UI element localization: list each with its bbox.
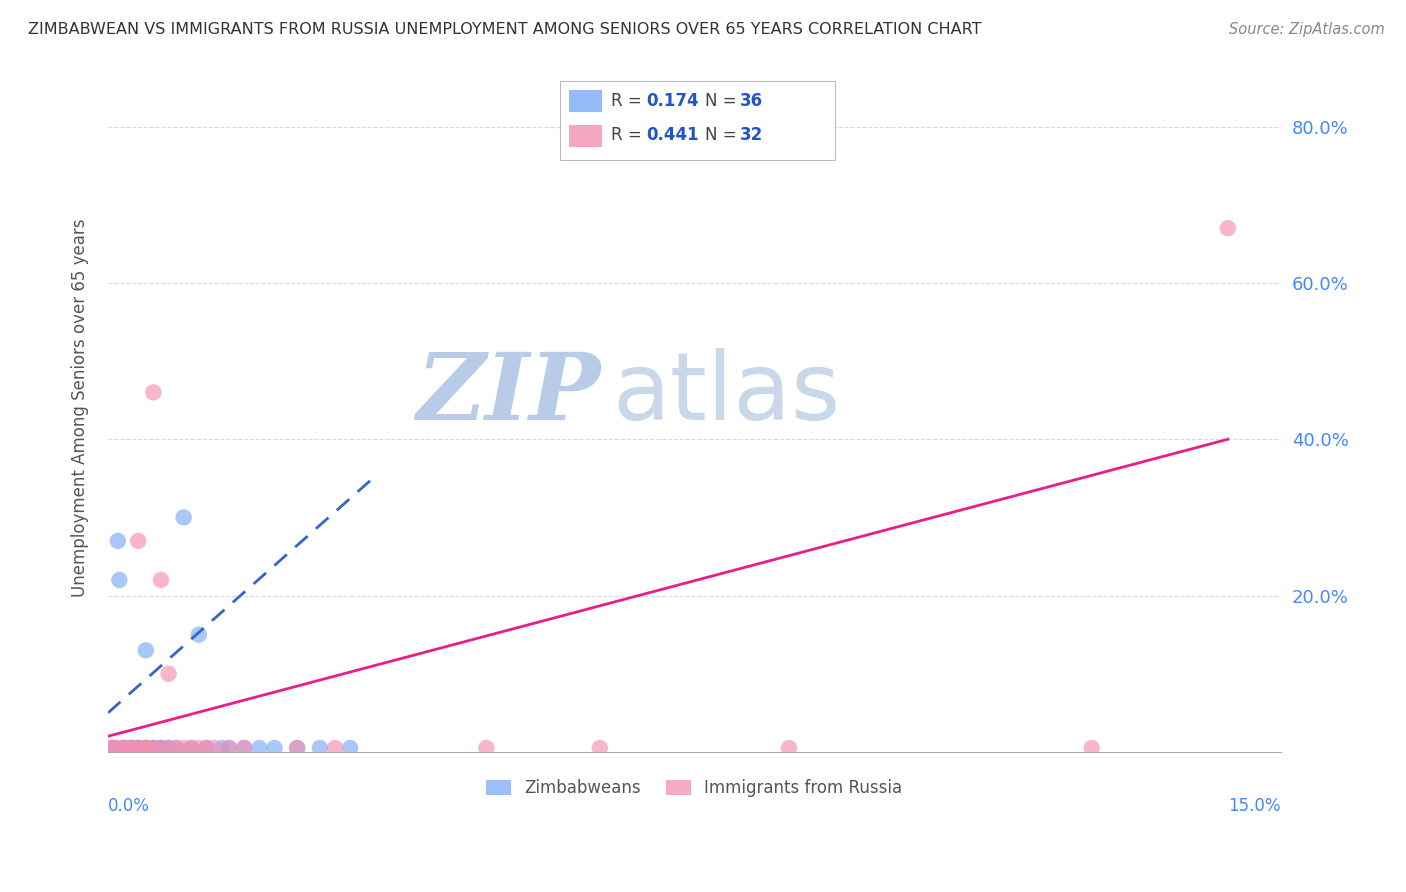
Text: 0.174: 0.174 bbox=[647, 92, 699, 110]
Point bbox=[157, 741, 180, 756]
Point bbox=[112, 741, 135, 756]
Text: atlas: atlas bbox=[612, 348, 841, 441]
Point bbox=[112, 741, 135, 756]
Text: R =: R = bbox=[612, 92, 647, 110]
Point bbox=[108, 573, 131, 587]
Text: 32: 32 bbox=[740, 126, 763, 144]
Text: 0.441: 0.441 bbox=[647, 126, 699, 144]
Point bbox=[157, 666, 180, 681]
Point bbox=[127, 741, 149, 756]
Point bbox=[135, 741, 157, 756]
Point bbox=[263, 741, 285, 756]
Point bbox=[142, 741, 165, 756]
Point bbox=[195, 741, 218, 756]
Point bbox=[187, 741, 209, 756]
Point bbox=[135, 741, 157, 756]
Point bbox=[135, 741, 157, 756]
Point bbox=[323, 741, 346, 756]
Point bbox=[149, 741, 172, 756]
Point bbox=[180, 741, 202, 756]
Point bbox=[1216, 221, 1239, 235]
Point bbox=[157, 741, 180, 756]
Point bbox=[285, 741, 308, 756]
Point bbox=[120, 741, 142, 756]
Point bbox=[127, 741, 149, 756]
Point bbox=[122, 741, 145, 756]
Point bbox=[127, 741, 149, 756]
Point bbox=[173, 741, 195, 756]
Point bbox=[135, 741, 157, 756]
Text: 0.0%: 0.0% bbox=[108, 797, 150, 814]
Point bbox=[135, 741, 157, 756]
Text: N =: N = bbox=[704, 92, 742, 110]
Point bbox=[202, 741, 225, 756]
Point bbox=[211, 741, 233, 756]
Point bbox=[104, 741, 127, 756]
Point bbox=[127, 533, 149, 548]
Point bbox=[149, 741, 172, 756]
Point bbox=[107, 533, 129, 548]
Text: ZIP: ZIP bbox=[416, 350, 600, 439]
Point bbox=[142, 741, 165, 756]
FancyBboxPatch shape bbox=[560, 81, 835, 161]
Y-axis label: Unemployment Among Seniors over 65 years: Unemployment Among Seniors over 65 years bbox=[72, 219, 89, 598]
Point bbox=[149, 573, 172, 587]
Point bbox=[104, 741, 127, 756]
Text: ZIMBABWEAN VS IMMIGRANTS FROM RUSSIA UNEMPLOYMENT AMONG SENIORS OVER 65 YEARS CO: ZIMBABWEAN VS IMMIGRANTS FROM RUSSIA UNE… bbox=[28, 22, 981, 37]
Bar bbox=[569, 90, 602, 112]
Point bbox=[149, 741, 172, 756]
Point bbox=[233, 741, 256, 756]
Point bbox=[218, 741, 240, 756]
Bar bbox=[569, 125, 602, 146]
Point bbox=[285, 741, 308, 756]
Text: 36: 36 bbox=[740, 92, 763, 110]
Point bbox=[120, 741, 142, 756]
Point bbox=[165, 741, 187, 756]
Point bbox=[165, 741, 187, 756]
Point bbox=[173, 510, 195, 524]
Point bbox=[142, 741, 165, 756]
Point bbox=[142, 385, 165, 400]
Point bbox=[157, 741, 180, 756]
Point bbox=[112, 741, 135, 756]
Point bbox=[1080, 741, 1102, 756]
Point bbox=[127, 741, 149, 756]
Point bbox=[475, 741, 498, 756]
Text: Source: ZipAtlas.com: Source: ZipAtlas.com bbox=[1229, 22, 1385, 37]
Point bbox=[100, 741, 122, 756]
Text: N =: N = bbox=[704, 126, 742, 144]
Point bbox=[308, 741, 330, 756]
Point bbox=[233, 741, 256, 756]
Point bbox=[120, 741, 142, 756]
Text: 15.0%: 15.0% bbox=[1229, 797, 1281, 814]
Point bbox=[100, 741, 122, 756]
Point bbox=[115, 741, 138, 756]
Point bbox=[218, 741, 240, 756]
Point bbox=[120, 741, 142, 756]
Point bbox=[187, 628, 209, 642]
Text: R =: R = bbox=[612, 126, 647, 144]
Point bbox=[142, 741, 165, 756]
Point bbox=[339, 741, 361, 756]
Point bbox=[247, 741, 270, 756]
Point bbox=[778, 741, 800, 756]
Point bbox=[195, 741, 218, 756]
Point bbox=[135, 643, 157, 657]
Point bbox=[180, 741, 202, 756]
Point bbox=[589, 741, 612, 756]
Point bbox=[112, 741, 135, 756]
Legend: Zimbabweans, Immigrants from Russia: Zimbabweans, Immigrants from Russia bbox=[478, 771, 911, 805]
